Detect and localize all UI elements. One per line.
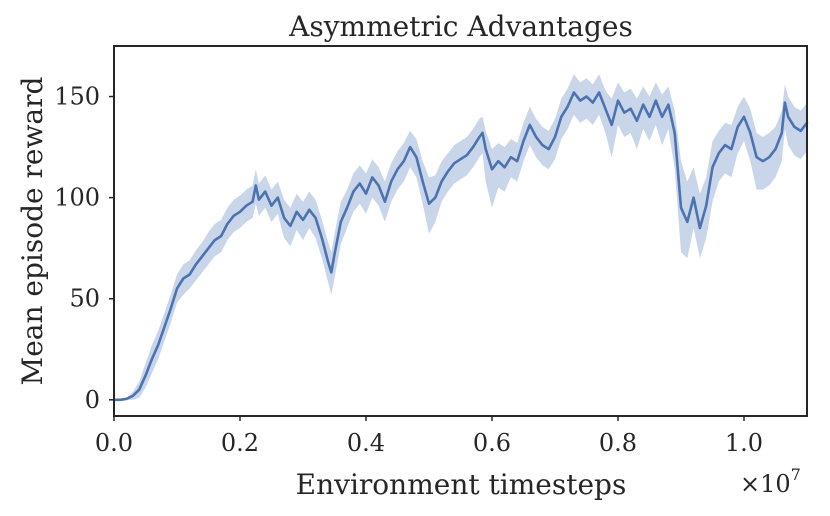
x-tick-label: 0.2 — [221, 429, 259, 457]
x-axis-ticks: 0.0 0.2 0.4 0.6 0.8 1.0 — [95, 416, 763, 457]
plot-frame — [113, 45, 808, 417]
x-tick-label: 0.6 — [473, 429, 511, 457]
x-axis-multiplier-base: ×10 — [740, 470, 791, 498]
x-tick-label: 0.4 — [347, 429, 385, 457]
y-tick-label: 100 — [54, 184, 100, 212]
y-tick-label: 150 — [54, 83, 100, 111]
x-axis-multiplier: ×107 — [740, 465, 801, 498]
y-tick-label: 50 — [69, 285, 100, 313]
x-axis-multiplier-exponent: 7 — [791, 465, 801, 484]
confidence-band-0 — [114, 74, 807, 400]
x-axis-label: Environment timesteps — [296, 468, 627, 501]
x-tick-label: 0.0 — [95, 429, 133, 457]
y-axis-ticks: 0 50 100 150 — [54, 83, 114, 414]
y-tick-label: 0 — [85, 386, 100, 414]
x-tick-label: 1.0 — [725, 429, 763, 457]
chart-title: Asymmetric Advantages — [288, 10, 633, 43]
y-axis-label: Mean episode reward — [16, 77, 49, 386]
x-tick-label: 0.8 — [599, 429, 637, 457]
confidence-band-layer — [114, 74, 807, 400]
mean-reward-line-0 — [112, 91, 809, 402]
mean-line-layer — [112, 91, 809, 402]
